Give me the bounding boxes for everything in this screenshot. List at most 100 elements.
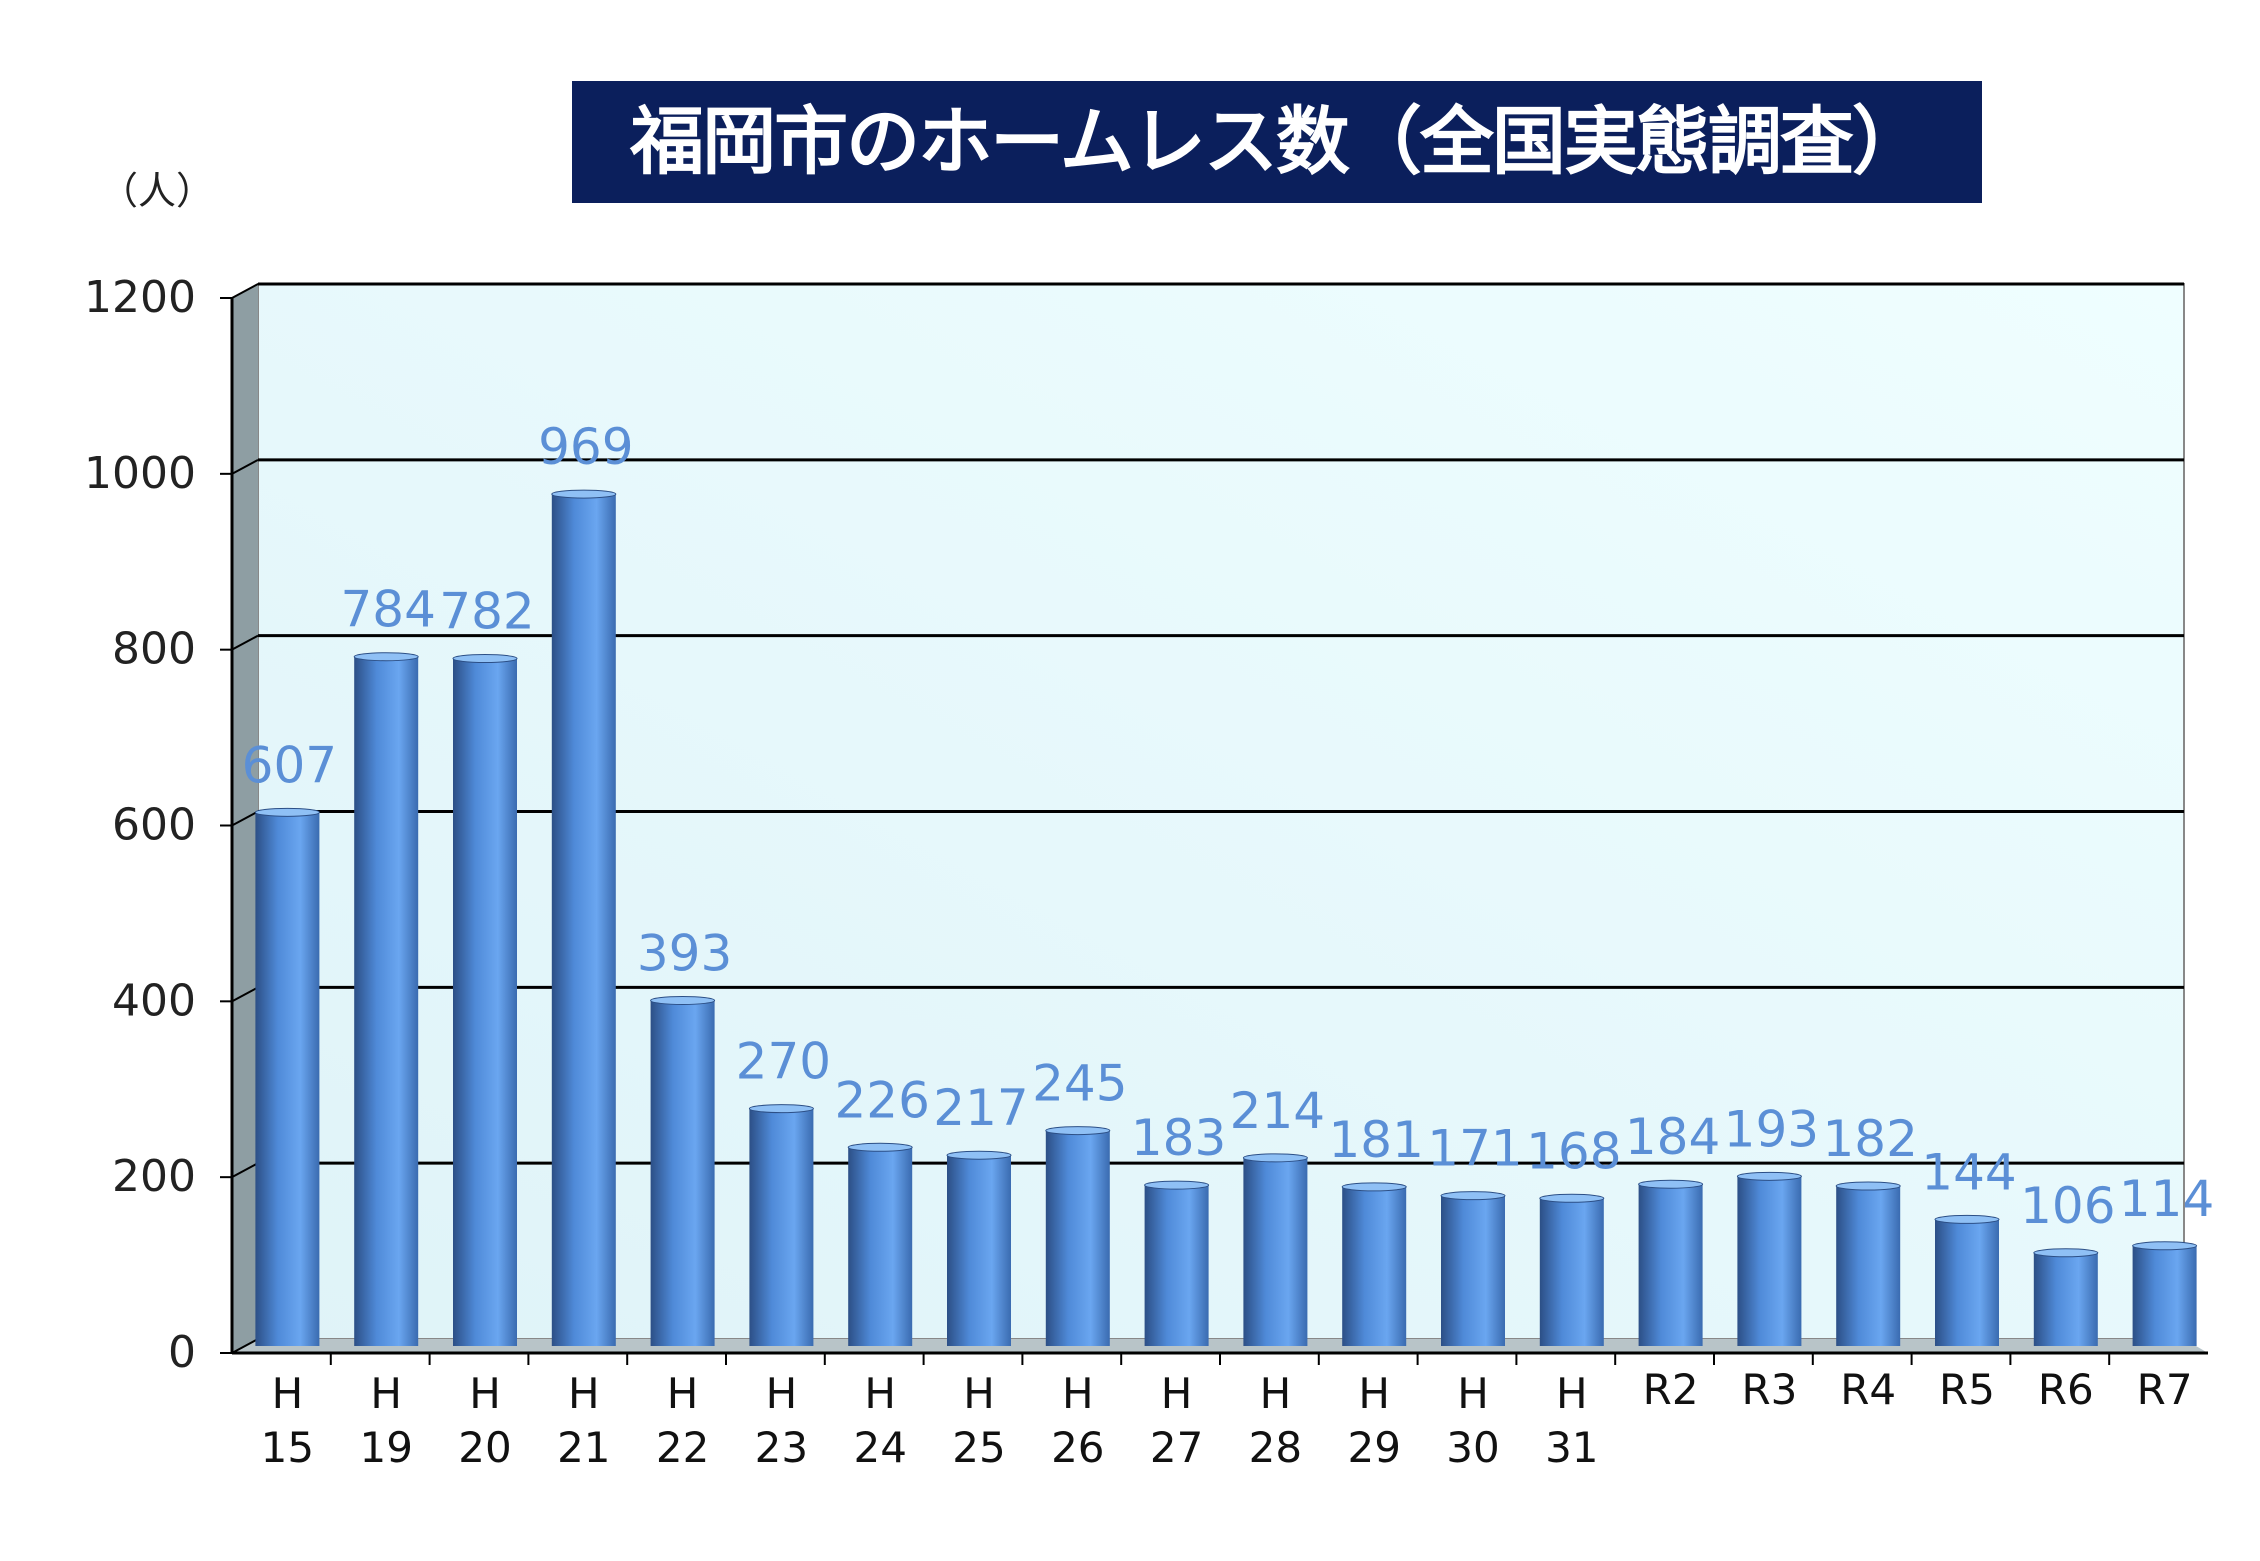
bar-top (946, 1150, 1012, 1160)
x-tick-label: R7 (2137, 1365, 2193, 1414)
bar (2033, 1252, 2098, 1346)
gridline-diagonal (231, 458, 259, 475)
x-tick-label: 15 (261, 1423, 314, 1472)
x-tick-label: R5 (1939, 1365, 1995, 1414)
data-label: 245 (1032, 1055, 1127, 1113)
bar-top (1934, 1214, 2000, 1224)
data-label: 181 (1328, 1111, 1423, 1169)
x-tick-label: H (1556, 1369, 1588, 1418)
bar (1441, 1195, 1505, 1346)
bar-top (452, 653, 518, 663)
x-tick-label: R4 (1840, 1365, 1896, 1414)
bar (255, 812, 320, 1346)
x-tick-label: 29 (1347, 1423, 1400, 1472)
data-label: 214 (1230, 1082, 1325, 1140)
gridline-diagonal (231, 810, 259, 827)
bar-top (254, 807, 320, 817)
data-label: 168 (1526, 1122, 1621, 1180)
bar (1935, 1219, 1999, 1346)
bar (650, 1000, 715, 1346)
x-tick-label: H (568, 1369, 600, 1418)
x-tick-label: H (766, 1369, 798, 1418)
data-label: 226 (834, 1071, 929, 1129)
x-tick-label: H (1062, 1369, 1094, 1418)
bar (1737, 1176, 1802, 1346)
x-tick-label: H (469, 1369, 501, 1418)
bar-top (1144, 1180, 1210, 1190)
bar-top (847, 1142, 913, 1152)
bar-top (2132, 1241, 2198, 1251)
x-tick-label: 30 (1446, 1423, 1499, 1472)
data-label: 270 (736, 1033, 831, 1091)
x-tick-label: R6 (2038, 1365, 2094, 1414)
data-label: 184 (1625, 1108, 1720, 1166)
bar (1243, 1157, 1308, 1346)
y-tick-label: 800 (112, 624, 196, 675)
bar-top (1341, 1182, 1407, 1192)
data-label: 182 (1822, 1110, 1917, 1168)
gridline-diagonal (231, 634, 259, 651)
x-tick-label: H (864, 1369, 896, 1418)
gridline-diagonal (231, 283, 259, 299)
x-tick-label: 26 (1051, 1423, 1104, 1472)
x-tick-label: R3 (1741, 1365, 1797, 1414)
x-tick-label: 21 (557, 1423, 610, 1472)
bar (551, 494, 616, 1346)
bar (1342, 1186, 1407, 1346)
x-tick-label: 20 (458, 1423, 511, 1472)
data-label: 782 (439, 582, 534, 640)
x-tick-label: 22 (656, 1423, 709, 1472)
y-axis-unit-label: （人） (100, 169, 215, 213)
gridline-diagonal (231, 1162, 259, 1179)
data-label: 171 (1427, 1120, 1522, 1178)
x-tick-label: H (1358, 1369, 1390, 1418)
data-label: 106 (2020, 1177, 2115, 1235)
bar (453, 658, 517, 1346)
y-tick-label: 600 (112, 800, 196, 851)
bar-top (650, 995, 716, 1005)
x-tick-label: H (370, 1369, 402, 1418)
bar-top (1638, 1179, 1704, 1189)
data-label: 114 (2119, 1170, 2214, 1228)
y-tick-label: 400 (112, 975, 196, 1026)
x-tick-label: R2 (1643, 1365, 1699, 1414)
data-label: 183 (1131, 1109, 1226, 1167)
y-tick-label: 0 (168, 1327, 196, 1378)
bar (749, 1108, 814, 1346)
bar-top (551, 489, 617, 499)
x-tick-label: H (1260, 1369, 1292, 1418)
x-tick-label: 24 (853, 1423, 906, 1472)
bar-top (1539, 1193, 1605, 1203)
bar-top (1440, 1191, 1506, 1201)
bar-top (353, 652, 419, 662)
bar-top (1835, 1181, 1901, 1191)
bar-top (1045, 1126, 1111, 1136)
bar (848, 1147, 913, 1346)
data-label: 393 (637, 924, 732, 982)
bar (1539, 1198, 1604, 1346)
gridline-diagonal (231, 986, 259, 1003)
x-tick-label: 23 (755, 1423, 808, 1472)
x-tick-label: 25 (952, 1423, 1005, 1472)
plot-floor (232, 1339, 2208, 1353)
bar (1045, 1130, 1110, 1346)
gridline-diagonal (231, 1338, 259, 1354)
data-label: 217 (933, 1079, 1028, 1137)
bar (2132, 1245, 2197, 1346)
bar (1144, 1185, 1209, 1346)
bar-top (748, 1104, 814, 1114)
y-tick-label: 1000 (84, 448, 196, 499)
x-tick-label: H (667, 1369, 699, 1418)
bar-top (1736, 1171, 1802, 1181)
data-label: 784 (340, 581, 435, 639)
x-tick-label: H (963, 1369, 995, 1418)
bar (354, 656, 419, 1346)
x-tick-label: H (272, 1369, 304, 1418)
y-tick-label: 200 (112, 1151, 196, 1202)
x-tick-label: H (1161, 1369, 1193, 1418)
chart-title: 福岡市のホームレス数（全国実態調査） (572, 81, 1982, 203)
bar (1836, 1185, 1901, 1346)
data-label: 607 (242, 736, 337, 794)
bar (1638, 1184, 1703, 1346)
